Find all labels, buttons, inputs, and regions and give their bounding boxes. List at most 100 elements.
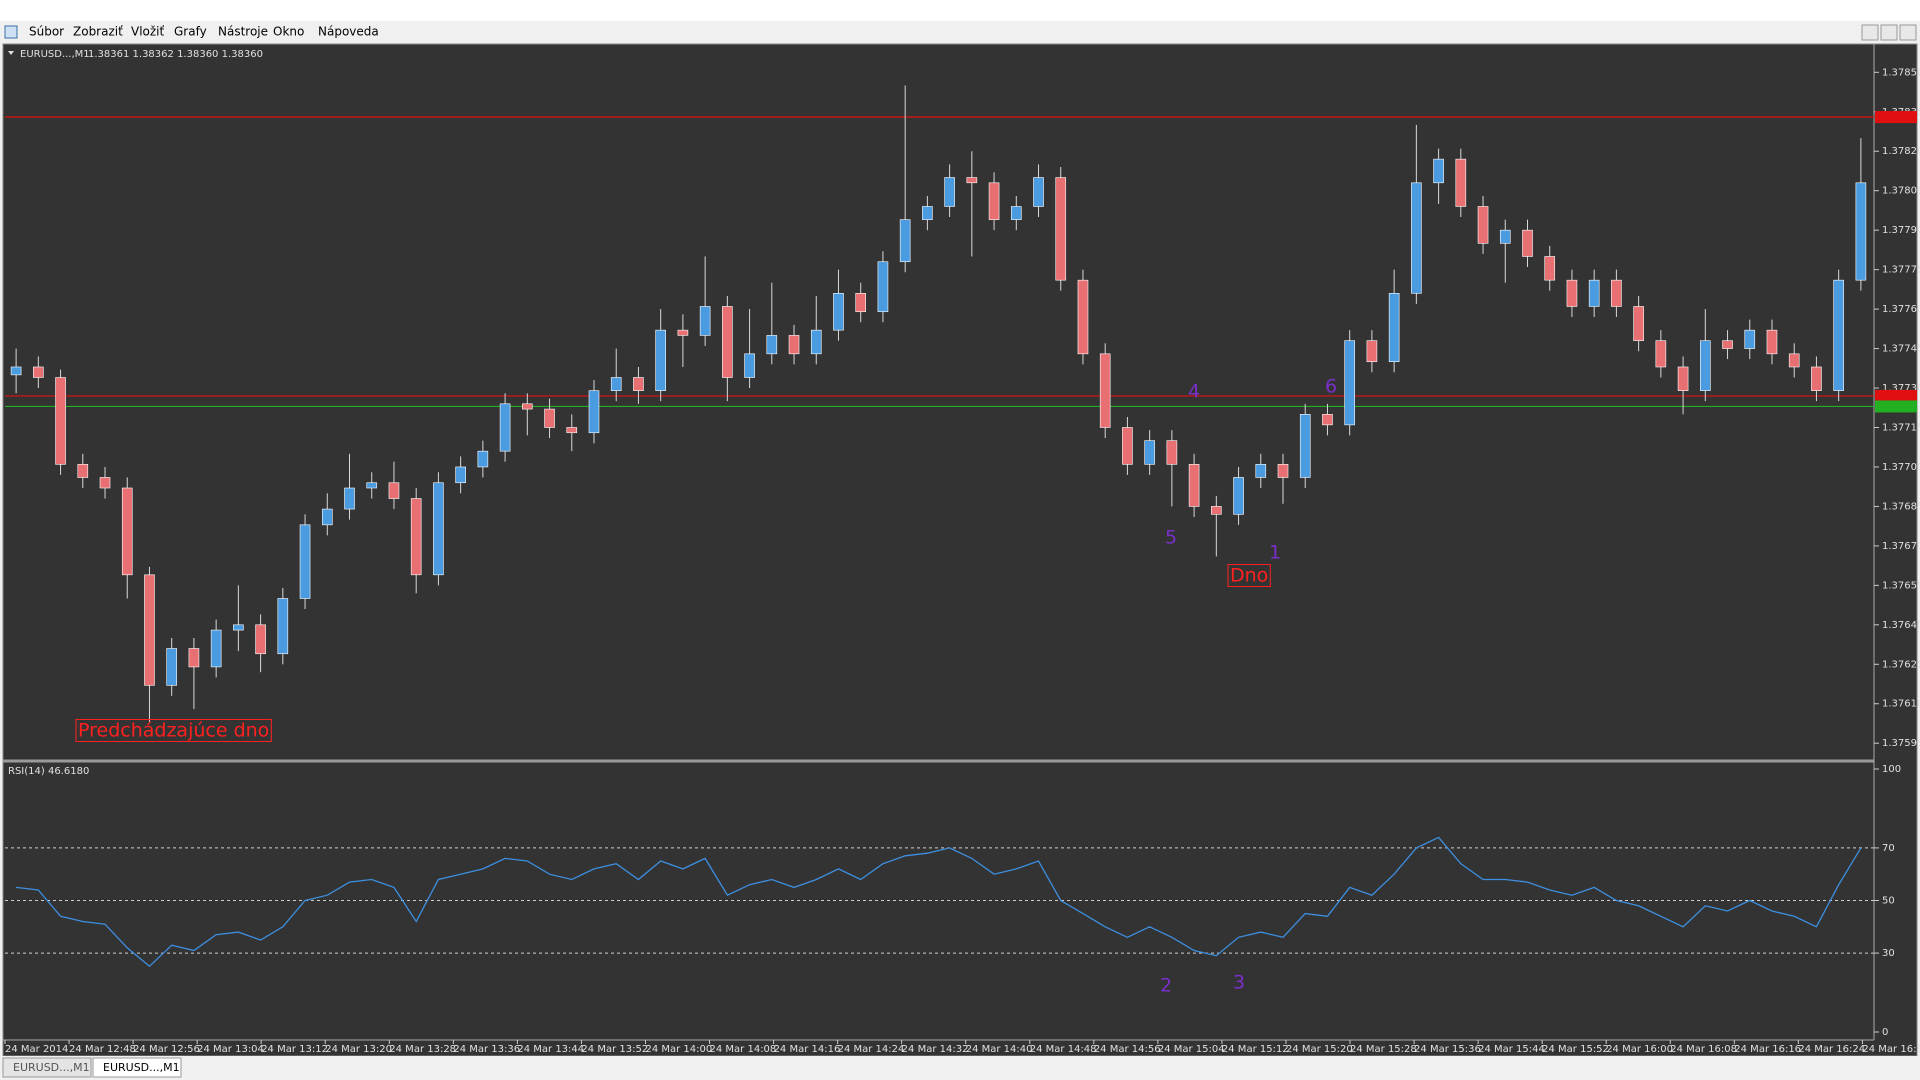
x-tick-label: 24 Mar 16:08 [1670,1044,1737,1055]
x-tick-label: 24 Mar 15:52 [1542,1044,1609,1055]
candle-body [1299,414,1311,478]
menu-item[interactable]: Okno [273,25,304,39]
y-tick-label: 1.37610 [1882,699,1920,710]
title-strip [0,0,1920,21]
y-tick-label: 1.37790 [1882,225,1920,236]
annotation: 6 [1325,376,1337,398]
chart-tab-label: EURUSD...,M1 [13,1061,90,1074]
y-tick-label: 1.37850 [1882,67,1920,78]
candle-body [877,261,889,313]
candle-body [121,487,133,576]
quote-label: 1.38361 1.38362 1.38360 1.38360 [88,49,263,60]
chart-tab[interactable] [92,1057,182,1078]
x-tick-label: 24 Mar 14:00 [645,1044,712,1055]
candle-body [1099,353,1111,428]
menu-item[interactable]: Grafy [174,25,207,39]
level-tag [1875,389,1917,402]
candle-body [1655,340,1667,368]
x-tick-label: 24 Mar 14:16 [774,1044,841,1055]
rsi-label: RSI(14) 46.6180 [8,766,89,777]
candle-body [522,403,533,410]
collapse-arrow[interactable] [8,51,14,55]
y-tick-label: 0 [1882,1027,1888,1038]
annotation: 5 [1165,527,1177,549]
candle-body [1833,279,1844,391]
x-tick-label: 24 Mar 14:40 [966,1044,1033,1055]
window-buttons [1861,24,1917,41]
candle-body [1788,353,1800,368]
candle-body [1077,279,1089,355]
candle-body [699,306,711,336]
candle-body [1522,229,1533,257]
x-tick-label: 24 Mar 15:04 [1158,1044,1225,1055]
candle-body [1010,206,1022,220]
x-tick-label: 24 Mar 16:24 [1798,1044,1865,1055]
y-tick-label: 1.37670 [1882,541,1920,552]
rsi-line [16,836,1862,968]
x-tick-label: 24 Mar 14:08 [710,1044,777,1055]
candle-body [277,598,289,655]
x-tick-label: 24 Mar 2014 [5,1044,68,1055]
candle-body [1033,177,1044,207]
menu-bar [0,21,1920,44]
candle-body [166,648,177,686]
y-tick-label: 100 [1882,764,1901,775]
y-tick-label: 1.37640 [1882,620,1920,631]
candle-body [1544,256,1556,281]
menu-item[interactable]: Nástroje [218,25,268,39]
y-tick-label: 1.37655 [1882,580,1920,591]
candle-body [1166,440,1178,465]
candle-body [1499,229,1511,244]
candle-body [55,377,66,465]
y-tick-label: 1.37775 [1882,265,1920,276]
menu-item[interactable]: Vložiť [131,25,165,39]
x-tick-label: 24 Mar 13:04 [197,1044,264,1055]
app-icon[interactable] [4,25,18,39]
y-tick-label: 1.37700 [1882,462,1920,473]
candle-body [810,329,822,355]
minimize-button[interactable] [1861,24,1879,41]
x-tick-label: 24 Mar 13:52 [581,1044,648,1055]
annotation: 4 [1188,381,1200,403]
menu-item[interactable]: Nápoveda [318,25,379,39]
symbol-label: EURUSD...,M1 [20,49,90,60]
x-tick-label: 24 Mar 16:16 [1734,1044,1801,1055]
candle-body [1700,340,1711,391]
level-tag [1875,111,1917,124]
annotation: 2 [1160,975,1172,997]
x-tick-label: 24 Mar 15:28 [1350,1044,1417,1055]
menu-item[interactable]: Zobraziť [73,25,123,39]
candle-body [344,487,355,510]
y-tick-label: 70 [1882,843,1895,854]
candle-body [1233,477,1244,515]
x-tick-label: 24 Mar 13:20 [325,1044,392,1055]
candle-body [544,408,555,428]
candle-body [99,477,111,489]
candle-body [677,329,689,336]
candle-body [1366,340,1378,363]
candle-body [77,464,89,478]
candle-body [144,574,155,686]
candle-body [1188,464,1200,507]
candle-body [33,366,44,378]
candle-body [299,524,311,599]
candle-body [1744,329,1756,349]
annotation: 1 [1269,542,1281,564]
candle-body [1388,293,1400,363]
menu-item[interactable]: Súbor [29,25,64,39]
candle-body [1722,340,1733,349]
candle-body [210,629,222,668]
chart-tab[interactable] [2,1057,92,1078]
x-tick-label: 24 Mar 15:44 [1478,1044,1545,1055]
candle-body [188,648,200,668]
candle-body [633,377,644,391]
candle-body [655,329,666,391]
annotation-box [1227,564,1271,587]
close-button[interactable] [1899,24,1917,41]
x-tick-label: 24 Mar 16:00 [1606,1044,1673,1055]
y-tick-label: 1.37805 [1882,186,1920,197]
y-tick-label: 50 [1882,896,1895,907]
restore-button[interactable] [1880,24,1898,41]
candle-body [410,498,422,576]
